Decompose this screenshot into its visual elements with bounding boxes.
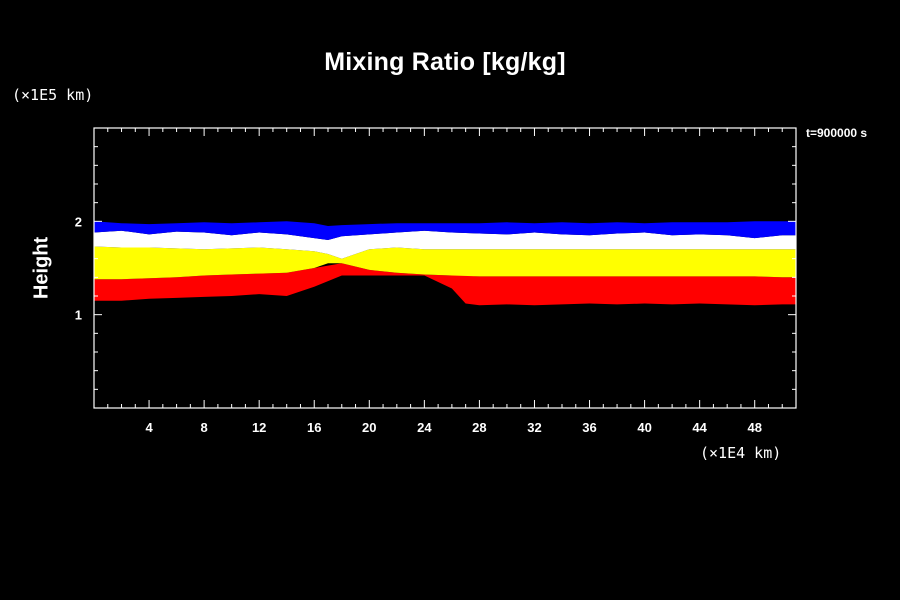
y-tick-label: 1 [75,308,82,323]
x-tick-label: 12 [252,420,266,435]
x-tick-label: 32 [527,420,541,435]
layer-red-band [94,263,796,306]
y-axis-unit: (×1E5 km) [12,86,94,104]
x-axis-unit: (×1E4 km) [700,444,782,462]
y-tick-label: 2 [75,214,82,229]
x-tick-label: 24 [417,420,432,435]
mixing-ratio-layers [94,221,796,306]
layer-white-band [94,230,796,259]
time-label: t=900000 s [806,126,868,140]
layer-yellow-band [94,246,796,280]
x-tick-label: 36 [582,420,596,435]
x-tick-label: 48 [747,420,761,435]
layer-blue-band [94,221,796,240]
x-tick-label: 28 [472,420,486,435]
x-tick-label: 16 [307,420,321,435]
x-tick-label: 4 [145,420,153,435]
x-tick-label: 8 [201,420,208,435]
x-tick-label: 44 [692,420,707,435]
x-tick-label: 40 [637,420,651,435]
chart-title: Mixing Ratio [kg/kg] [324,48,566,76]
x-tick-label: 20 [362,420,376,435]
plot-frame [93,127,797,409]
